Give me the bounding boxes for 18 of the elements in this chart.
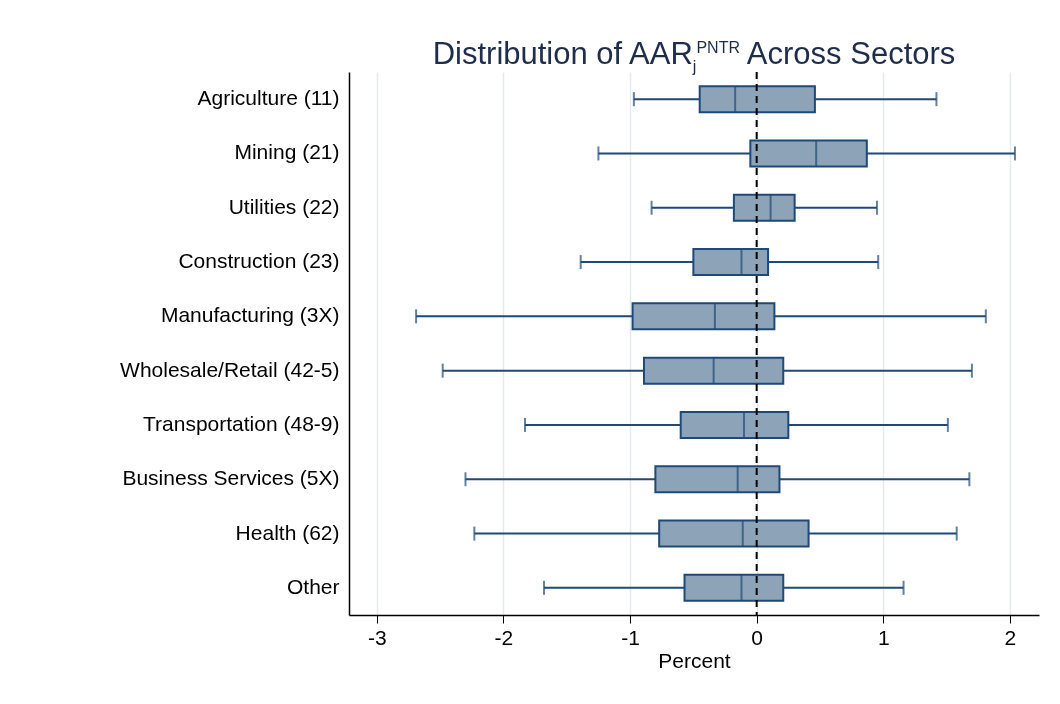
y-tick-label: Business Services (5X) (122, 466, 340, 490)
y-tick-label: Wholesale/Retail (42-5) (120, 357, 340, 381)
y-tick-label: Construction (23) (178, 249, 340, 273)
y-tick-label: Other (286, 574, 340, 598)
x-tick-label: 2 (1004, 625, 1017, 649)
y-tick-label: Transportation (48-9) (143, 411, 340, 435)
y-tick-label: Manufacturing (3X) (160, 303, 340, 327)
x-tick-label: 1 (877, 625, 890, 649)
y-tick-label: Health (62) (235, 520, 340, 544)
x-tick-label: 0 (751, 625, 764, 649)
y-tick-label: Agriculture (11) (197, 86, 340, 110)
y-tick-label: Utilities (22) (228, 194, 340, 218)
x-tick-label: -2 (494, 625, 514, 649)
x-axis-title: Percent (658, 648, 731, 672)
chart-title: Distribution of AAR$_{j}$$^{PNTR}$ Across Sectors (431, 35, 957, 77)
x-tick-label: -1 (621, 625, 640, 649)
y-tick-label: Mining (21) (234, 140, 340, 164)
x-tick-label: -3 (368, 625, 387, 649)
